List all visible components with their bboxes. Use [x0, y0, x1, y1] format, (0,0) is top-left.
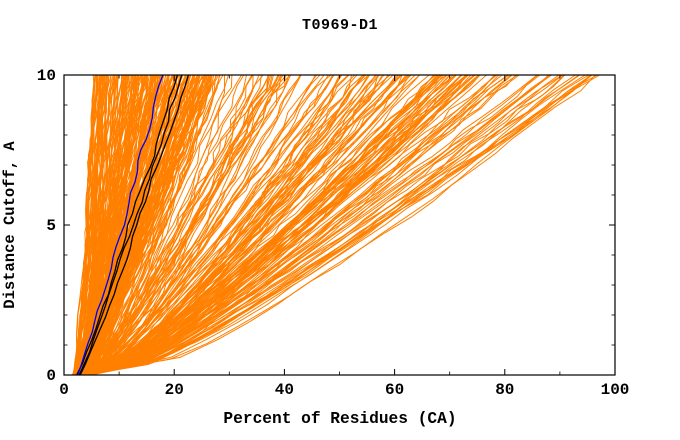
svg-text:40: 40	[275, 381, 294, 399]
svg-text:100: 100	[601, 381, 630, 399]
svg-text:0: 0	[59, 381, 69, 399]
svg-text:60: 60	[385, 381, 404, 399]
svg-text:0: 0	[46, 367, 56, 385]
svg-text:20: 20	[165, 381, 184, 399]
svg-text:10: 10	[37, 67, 56, 85]
svg-text:5: 5	[46, 217, 56, 235]
svg-text:80: 80	[495, 381, 514, 399]
